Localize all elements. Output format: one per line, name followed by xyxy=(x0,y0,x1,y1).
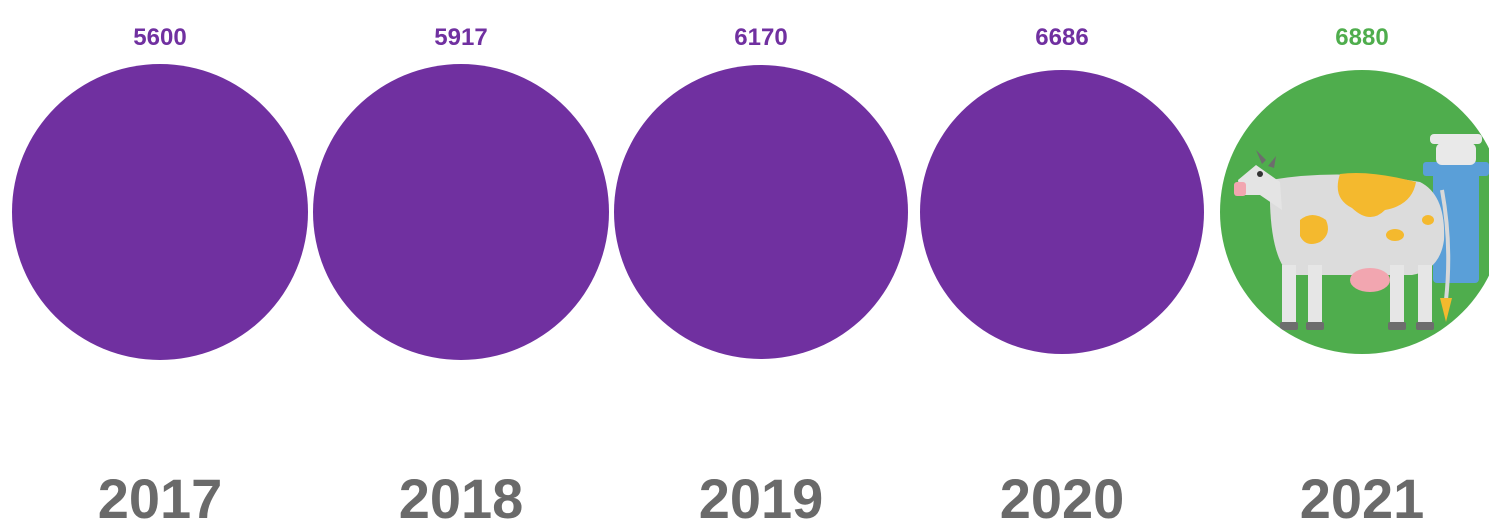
value-labels-group: 5600 5917 6170 6686 6880 xyxy=(133,24,1388,51)
value-label-2020: 6686 xyxy=(1035,24,1088,51)
year-label-2019: 2019 xyxy=(699,467,824,529)
cow-with-milk-can-icon xyxy=(1234,134,1489,330)
bubble-2020 xyxy=(920,70,1204,354)
value-label-2017: 5600 xyxy=(133,24,186,51)
year-label-2017: 2017 xyxy=(98,467,223,529)
year-label-2020: 2020 xyxy=(1000,467,1125,529)
value-label-2018: 5917 xyxy=(434,24,487,51)
bubble-2017 xyxy=(12,64,308,360)
bubble-2018 xyxy=(313,64,609,360)
value-label-2021: 6880 xyxy=(1335,24,1388,51)
bubble-2019 xyxy=(614,65,908,359)
value-label-2019: 6170 xyxy=(734,24,787,51)
year-labels-group: 2017 2018 2019 2020 2021 xyxy=(98,467,1425,529)
year-label-2018: 2018 xyxy=(399,467,524,529)
bubbles-group xyxy=(12,64,1489,360)
year-label-2021: 2021 xyxy=(1300,467,1425,529)
